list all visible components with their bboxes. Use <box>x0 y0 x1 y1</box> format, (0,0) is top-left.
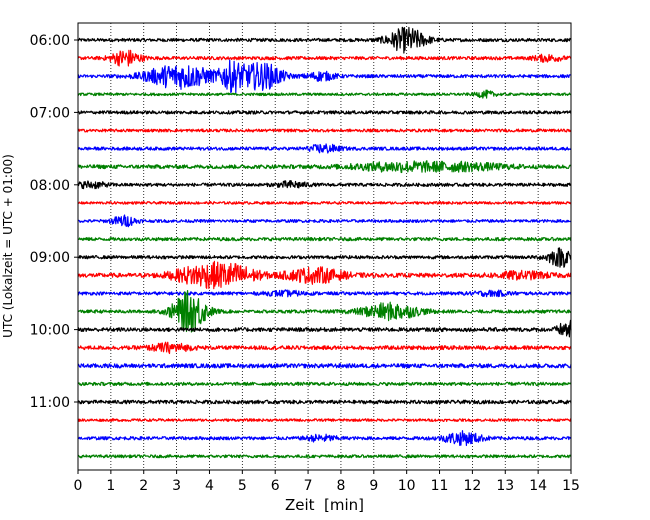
trace-0845 <box>77 236 572 242</box>
x-tick-label: 3 <box>172 478 181 494</box>
trace-1145 <box>77 454 572 459</box>
trace-0930 <box>77 289 572 298</box>
grid-lines <box>110 23 539 470</box>
trace-0645 <box>77 89 572 99</box>
x-axis-label: Zeit [min] <box>285 496 364 514</box>
x-tick-label: 5 <box>238 478 247 494</box>
y-tick-label: 09:00 <box>30 250 70 266</box>
y-axis-label: UTC (Lokalzeit = UTC + 01:00) <box>1 154 15 338</box>
trace-0815 <box>77 201 572 205</box>
y-tick-label: 11:00 <box>30 395 70 411</box>
trace-0730 <box>77 143 572 154</box>
trace-0615 <box>77 49 572 67</box>
trace-1130 <box>77 430 572 447</box>
y-tick-label: 08:00 <box>30 178 70 194</box>
trace-0600 <box>77 26 572 54</box>
trace-0900 <box>77 247 572 268</box>
trace-1115 <box>77 418 572 422</box>
x-tick-label: 12 <box>463 478 481 494</box>
x-axis-ticks: 0 1 2 3 4 5 6 7 8 9 10 11 12 13 14 15 <box>74 470 580 494</box>
x-tick-label: 4 <box>205 478 214 494</box>
x-tick-label: 1 <box>106 478 115 494</box>
trace-0700 <box>77 110 572 115</box>
x-tick-label: 14 <box>529 478 547 494</box>
y-tick-label: 06:00 <box>30 33 70 49</box>
x-tick-label: 11 <box>431 478 449 494</box>
seismogram-traces <box>77 26 572 459</box>
trace-1015 <box>77 341 572 355</box>
trace-0715 <box>77 128 572 133</box>
trace-0830 <box>77 214 572 228</box>
trace-0630 <box>77 59 572 94</box>
x-tick-label: 2 <box>139 478 148 494</box>
trace-1030 <box>77 363 572 369</box>
x-tick-label: 8 <box>336 478 345 494</box>
trace-0915 <box>77 260 572 290</box>
x-tick-label: 0 <box>74 478 83 494</box>
x-tick-label: 15 <box>562 478 580 494</box>
trace-0745 <box>77 160 572 174</box>
trace-1100 <box>77 399 572 405</box>
x-tick-label: 13 <box>496 478 514 494</box>
x-tick-label: 9 <box>369 478 378 494</box>
trace-1045 <box>77 381 572 387</box>
trace-1000 <box>77 319 572 338</box>
y-tick-label: 07:00 <box>30 105 70 121</box>
plot-frame <box>77 22 572 471</box>
y-tick-label: 10:00 <box>30 323 70 339</box>
x-tick-label: 6 <box>271 478 280 494</box>
y-axis-ticks: 06:00 07:00 08:00 09:00 10:00 11:00 <box>30 33 78 411</box>
plot-background <box>78 23 571 470</box>
trace-0945 <box>77 290 572 333</box>
trace-0800 <box>77 180 572 190</box>
x-tick-label: 10 <box>398 478 416 494</box>
x-tick-label: 7 <box>304 478 313 494</box>
